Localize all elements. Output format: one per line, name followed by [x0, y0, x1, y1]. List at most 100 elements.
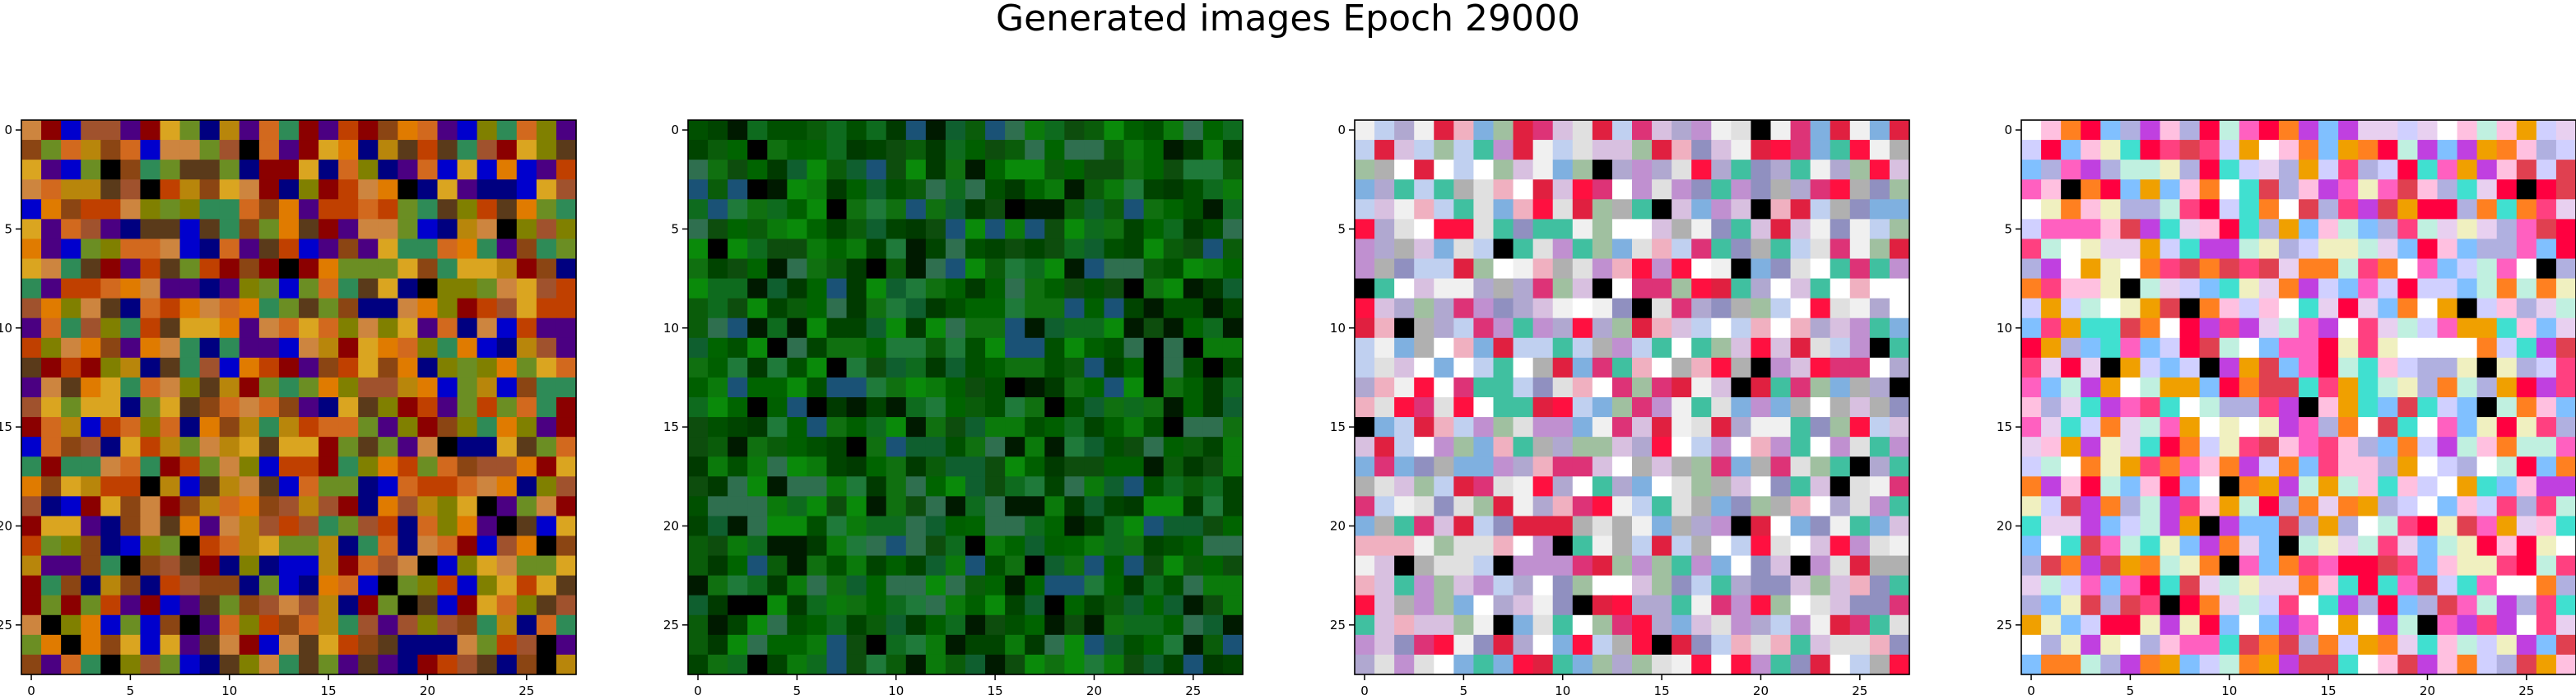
pixel [945, 258, 966, 280]
pixel [2021, 634, 2042, 656]
pixel [1104, 239, 1125, 260]
pixel [1691, 397, 1712, 418]
pixel [417, 614, 439, 636]
pixel [120, 476, 142, 497]
pixel [1044, 417, 1065, 438]
pixel [2378, 278, 2398, 299]
pixel [199, 160, 221, 180]
pixel [1849, 634, 1871, 656]
pixel [2338, 535, 2359, 557]
pixel [1711, 654, 1732, 675]
pixel [2516, 140, 2537, 160]
pixel [1202, 634, 1224, 656]
pixel [2258, 298, 2280, 319]
pixel [556, 437, 577, 457]
pixel [1123, 337, 1145, 359]
pixel [1652, 179, 1672, 200]
pixel [2219, 298, 2240, 319]
pixel [866, 179, 887, 200]
pixel [536, 120, 557, 141]
pixel [747, 634, 768, 656]
pixel [2555, 120, 2576, 141]
pixel [1355, 219, 1375, 240]
pixel [2239, 160, 2260, 180]
pixel [2041, 258, 2062, 280]
pixel [120, 160, 142, 180]
pixel [477, 614, 498, 636]
pixel [807, 555, 828, 577]
pixel [1711, 476, 1732, 497]
pixel [1222, 219, 1244, 240]
pixel [925, 199, 946, 220]
pixel [41, 654, 62, 675]
pixel [2358, 614, 2378, 636]
pixel [496, 456, 518, 477]
pixel [1810, 337, 1831, 359]
pixel [1084, 417, 1105, 438]
pixel [1044, 298, 1065, 319]
pixel [278, 179, 300, 200]
pixel [2397, 496, 2419, 517]
pixel [1044, 456, 1065, 477]
pixel [1473, 337, 1495, 359]
pixel [807, 516, 828, 537]
pixel [1374, 140, 1395, 160]
pixel [2100, 654, 2121, 675]
pixel [1493, 239, 1514, 260]
pixel [1790, 595, 1811, 616]
pixel [1611, 535, 1633, 557]
pixel [417, 219, 439, 240]
pixel [1869, 160, 1890, 180]
pixel [100, 357, 121, 378]
pixel [2318, 397, 2339, 418]
pixel [925, 317, 946, 339]
pixel [2219, 239, 2240, 260]
pixel [1084, 278, 1105, 299]
pixel [2021, 298, 2042, 319]
pixel [1025, 535, 1045, 557]
pixel [728, 535, 748, 557]
pixel [2397, 278, 2419, 299]
pixel [1790, 437, 1811, 457]
pixel [2041, 516, 2062, 537]
pixel [21, 239, 42, 260]
pixel [2417, 496, 2439, 517]
pixel [2358, 120, 2378, 141]
pixel [239, 397, 260, 418]
pixel [358, 555, 379, 577]
pixel [258, 456, 280, 477]
pixel [846, 555, 867, 577]
pixel [1453, 298, 1475, 319]
pixel [61, 179, 81, 200]
pixel [2476, 397, 2498, 418]
pixel [160, 357, 181, 378]
pixel [2061, 397, 2081, 418]
pixel [1005, 535, 1025, 557]
pixel [1770, 179, 1792, 200]
pixel [378, 199, 398, 220]
pixel [437, 140, 458, 160]
pixel [787, 476, 808, 497]
pixel [2258, 614, 2280, 636]
pixel [1183, 516, 1204, 537]
pixel [358, 437, 379, 457]
pixel [1104, 496, 1125, 517]
pixel [179, 140, 201, 160]
pixel [2417, 219, 2439, 240]
pixel [179, 397, 201, 418]
pixel [41, 496, 62, 517]
pixel [1434, 258, 1454, 280]
pixel [1869, 199, 1890, 220]
pixel [2358, 516, 2378, 537]
pixel [1532, 437, 1554, 457]
pixel [2437, 160, 2458, 180]
pixel [2555, 595, 2576, 616]
pixel [140, 337, 161, 359]
pixel [1652, 278, 1672, 299]
pixel [239, 614, 260, 636]
pixel [2476, 575, 2498, 596]
pixel [905, 417, 927, 438]
pixel [1572, 160, 1593, 180]
pixel [1222, 654, 1244, 675]
